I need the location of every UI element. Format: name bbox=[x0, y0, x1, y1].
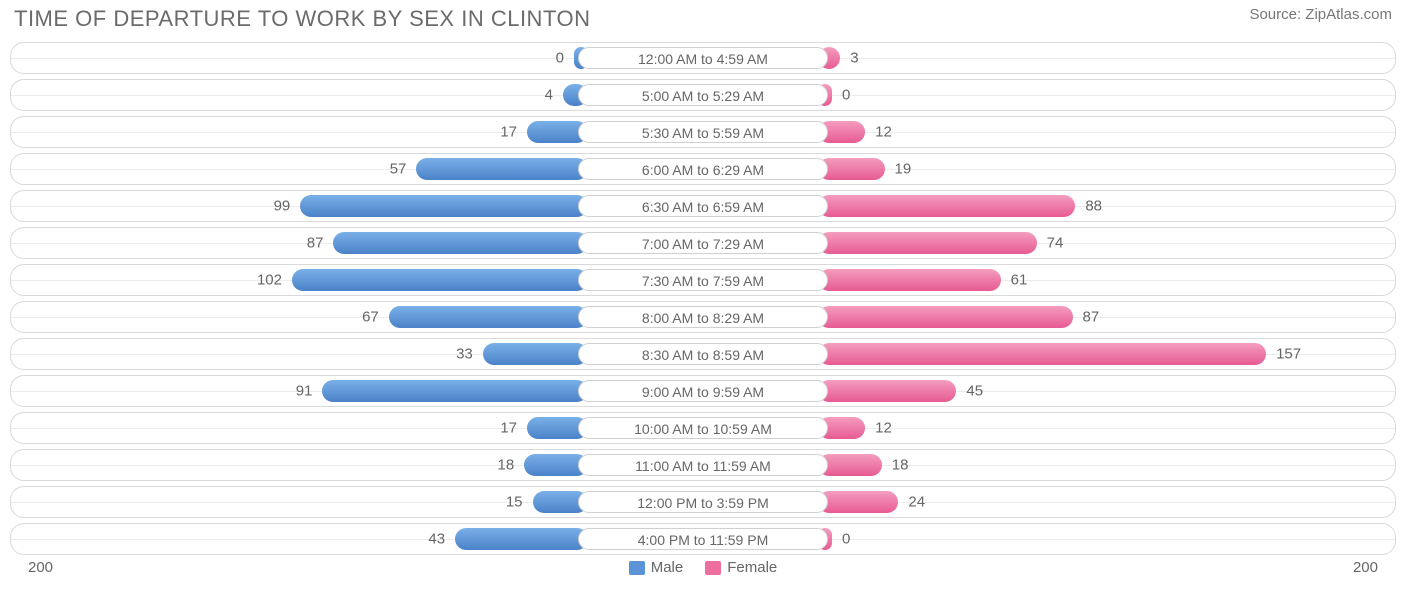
value-male: 99 bbox=[272, 198, 293, 215]
chart-row: 6:00 AM to 6:29 AM 57 19 bbox=[10, 153, 1396, 185]
legend-swatch-female bbox=[705, 561, 721, 575]
row-category-label: 10:00 AM to 10:59 AM bbox=[578, 417, 828, 439]
bar-female bbox=[818, 380, 956, 402]
chart-row: 7:30 AM to 7:59 AM 102 61 bbox=[10, 264, 1396, 296]
chart-header: TIME OF DEPARTURE TO WORK BY SEX IN CLIN… bbox=[10, 6, 1396, 36]
bar-female bbox=[818, 195, 1075, 217]
bar-male bbox=[292, 269, 588, 291]
value-male: 17 bbox=[498, 124, 519, 141]
value-male: 43 bbox=[426, 531, 447, 548]
row-category-label: 7:00 AM to 7:29 AM bbox=[578, 232, 828, 254]
chart-row: 12:00 AM to 4:59 AM 0 3 bbox=[10, 42, 1396, 74]
chart-footer: 200 Male Female 200 bbox=[10, 555, 1396, 576]
value-male: 18 bbox=[496, 457, 517, 474]
row-category-label: 6:00 AM to 6:29 AM bbox=[578, 158, 828, 180]
bar-male bbox=[389, 306, 588, 328]
chart-row: 8:00 AM to 8:29 AM 67 87 bbox=[10, 301, 1396, 333]
row-category-label: 5:00 AM to 5:29 AM bbox=[578, 84, 828, 106]
row-category-label: 8:30 AM to 8:59 AM bbox=[578, 343, 828, 365]
chart-legend: Male Female bbox=[629, 559, 778, 576]
bar-male bbox=[333, 232, 588, 254]
chart-row: 9:00 AM to 9:59 AM 91 45 bbox=[10, 375, 1396, 407]
chart-row: 6:30 AM to 6:59 AM 99 88 bbox=[10, 190, 1396, 222]
legend-label-female: Female bbox=[727, 559, 777, 576]
value-female: 87 bbox=[1081, 309, 1102, 326]
row-category-label: 6:30 AM to 6:59 AM bbox=[578, 195, 828, 217]
legend-item-female: Female bbox=[705, 559, 777, 576]
value-male: 91 bbox=[294, 383, 315, 400]
value-male: 33 bbox=[454, 346, 475, 363]
legend-label-male: Male bbox=[651, 559, 684, 576]
row-category-label: 8:00 AM to 8:29 AM bbox=[578, 306, 828, 328]
value-male: 15 bbox=[504, 494, 525, 511]
value-male: 87 bbox=[305, 235, 326, 252]
value-female: 19 bbox=[893, 161, 914, 178]
legend-swatch-male bbox=[629, 561, 645, 575]
axis-left-max: 200 bbox=[28, 559, 53, 576]
value-female: 74 bbox=[1045, 235, 1066, 252]
chart-row: 8:30 AM to 8:59 AM 33 157 bbox=[10, 338, 1396, 370]
value-female: 45 bbox=[964, 383, 985, 400]
axis-right-max: 200 bbox=[1353, 559, 1378, 576]
bar-female bbox=[818, 491, 898, 513]
value-female: 24 bbox=[906, 494, 927, 511]
value-male: 102 bbox=[255, 272, 284, 289]
value-female: 3 bbox=[848, 50, 860, 67]
chart-row: 12:00 PM to 3:59 PM 15 24 bbox=[10, 486, 1396, 518]
value-male: 57 bbox=[388, 161, 409, 178]
legend-item-male: Male bbox=[629, 559, 684, 576]
row-category-label: 7:30 AM to 7:59 AM bbox=[578, 269, 828, 291]
chart-title: TIME OF DEPARTURE TO WORK BY SEX IN CLIN… bbox=[14, 6, 590, 32]
row-category-label: 9:00 AM to 9:59 AM bbox=[578, 380, 828, 402]
chart-rows: 12:00 AM to 4:59 AM 0 3 5:00 AM to 5:29 AM 4… bbox=[10, 42, 1396, 555]
chart-source: Source: ZipAtlas.com bbox=[1249, 6, 1392, 23]
chart-row: 5:00 AM to 5:29 AM 4 0 bbox=[10, 79, 1396, 111]
chart-row: 10:00 AM to 10:59 AM 17 12 bbox=[10, 412, 1396, 444]
value-female: 88 bbox=[1083, 198, 1104, 215]
chart-row: 7:00 AM to 7:29 AM 87 74 bbox=[10, 227, 1396, 259]
chart-row: 11:00 AM to 11:59 AM 18 18 bbox=[10, 449, 1396, 481]
row-category-label: 11:00 AM to 11:59 AM bbox=[578, 454, 828, 476]
bar-male bbox=[300, 195, 588, 217]
bar-female bbox=[818, 343, 1266, 365]
bar-male bbox=[455, 528, 588, 550]
row-category-label: 12:00 PM to 3:59 PM bbox=[578, 491, 828, 513]
value-male: 17 bbox=[498, 420, 519, 437]
value-female: 12 bbox=[873, 420, 894, 437]
value-female: 0 bbox=[840, 531, 852, 548]
bar-male bbox=[483, 343, 588, 365]
value-female: 18 bbox=[890, 457, 911, 474]
bar-male bbox=[416, 158, 588, 180]
value-female: 12 bbox=[873, 124, 894, 141]
value-female: 0 bbox=[840, 87, 852, 104]
row-category-label: 12:00 AM to 4:59 AM bbox=[578, 47, 828, 69]
chart-row: 4:00 PM to 11:59 PM 43 0 bbox=[10, 523, 1396, 555]
value-male: 0 bbox=[554, 50, 566, 67]
bar-male bbox=[322, 380, 588, 402]
row-category-label: 5:30 AM to 5:59 AM bbox=[578, 121, 828, 143]
bar-female bbox=[818, 232, 1037, 254]
value-male: 4 bbox=[543, 87, 555, 104]
chart-row: 5:30 AM to 5:59 AM 17 12 bbox=[10, 116, 1396, 148]
row-category-label: 4:00 PM to 11:59 PM bbox=[578, 528, 828, 550]
value-male: 67 bbox=[360, 309, 381, 326]
value-female: 61 bbox=[1009, 272, 1030, 289]
bar-female bbox=[818, 269, 1001, 291]
bar-female bbox=[818, 306, 1073, 328]
value-female: 157 bbox=[1274, 346, 1303, 363]
chart-container: TIME OF DEPARTURE TO WORK BY SEX IN CLIN… bbox=[0, 0, 1406, 595]
